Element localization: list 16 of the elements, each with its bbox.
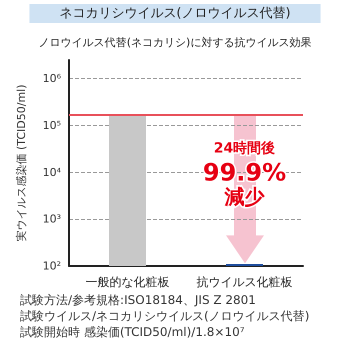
annotation: 減少 — [224, 184, 266, 209]
x-tick-label: 一般的な化粧板 — [86, 275, 170, 289]
y-tick-label: 10⁵ — [42, 118, 61, 132]
y-tick-label: 10⁶ — [42, 72, 62, 86]
text: 試験方法/参考規格:ISO18184、JIS Z 2801 — [20, 292, 257, 308]
y-tick-label: 10⁴ — [42, 166, 62, 179]
chart-subtitle: ノロウイルス代替(ネコカリシ)に対する抗ウイルス効果 — [38, 36, 312, 49]
text: 試験開始時 感染価(TCID50/ml)/1.8×10⁷ — [20, 324, 246, 340]
x-tick-label: 抗ウイルス化粧板 — [196, 275, 292, 289]
y-tick-label: 10³ — [42, 212, 61, 226]
chart-title: ネコカリシウイルス(ノロウイルス代替) — [59, 6, 291, 21]
annotation: 24時間後 — [214, 140, 276, 157]
text: 試験ウイルス/ネコカリシウイルス(ノロウイルス代替) — [20, 308, 310, 324]
annotation: 99.9% — [202, 158, 286, 187]
y-tick-label: 10² — [42, 260, 61, 272]
y-axis-title: 実ウイルス感染価 (TCID50/ml) — [15, 84, 28, 242]
